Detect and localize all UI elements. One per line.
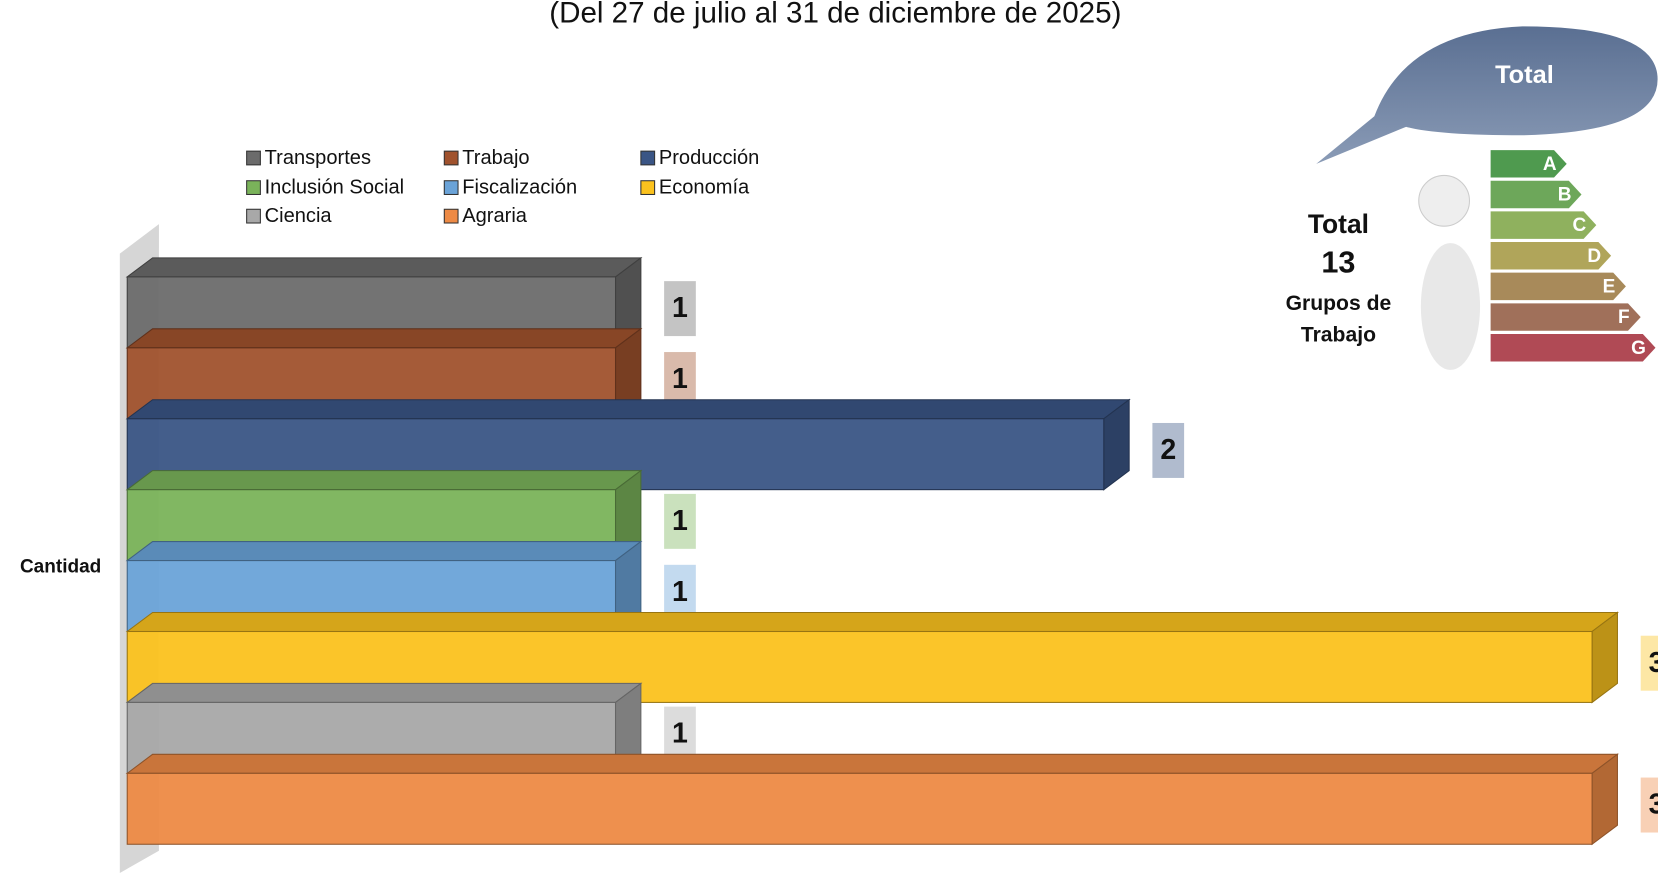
legend-label: Trabajo bbox=[462, 147, 529, 169]
value-label-box bbox=[664, 564, 696, 620]
value-label-box bbox=[1640, 635, 1658, 691]
value-label: 2 bbox=[1160, 434, 1176, 466]
total-label: Total bbox=[1308, 209, 1369, 239]
energy-arrow bbox=[1490, 333, 1656, 362]
energy-letter: G bbox=[1631, 338, 1646, 359]
legend-label: Fiscalización bbox=[462, 176, 577, 198]
legend-label: Transportes bbox=[265, 147, 371, 169]
value-label-box bbox=[664, 706, 696, 762]
total-unit: Trabajo bbox=[1301, 324, 1376, 347]
legend-swatch bbox=[443, 208, 459, 224]
bar-top bbox=[125, 611, 1620, 633]
energy-letter: A bbox=[1543, 154, 1557, 175]
legend-swatch bbox=[246, 150, 261, 166]
bar bbox=[126, 772, 1593, 845]
energy-letter: C bbox=[1573, 215, 1587, 236]
bubble-text: Total bbox=[1495, 61, 1554, 89]
legend-swatch bbox=[640, 150, 656, 166]
energy-arrow bbox=[1490, 180, 1582, 209]
value-label: 1 bbox=[672, 718, 688, 750]
figure bbox=[1420, 243, 1481, 370]
energy-arrow bbox=[1490, 211, 1597, 239]
energy-letter: B bbox=[1558, 185, 1572, 206]
legend-swatch bbox=[640, 180, 656, 195]
legend-label: Economía bbox=[659, 176, 750, 198]
bar-top bbox=[125, 541, 643, 562]
bar-top bbox=[125, 753, 1620, 774]
value-label: 3 bbox=[1649, 789, 1658, 821]
legend-swatch bbox=[246, 180, 261, 195]
energy-letter: F bbox=[1618, 307, 1630, 328]
value-label-box bbox=[664, 352, 696, 408]
bar-top bbox=[125, 257, 643, 278]
energy-letter: E bbox=[1603, 277, 1616, 298]
legend-label: Producción bbox=[659, 147, 759, 169]
speech-bubble bbox=[1316, 26, 1658, 164]
bar-top bbox=[125, 399, 1131, 420]
energy-arrow bbox=[1490, 242, 1612, 270]
energy-arrow bbox=[1490, 303, 1641, 331]
value-label: 1 bbox=[672, 576, 688, 608]
value-label-box bbox=[664, 493, 696, 549]
y-axis-label: Cantidad bbox=[20, 557, 101, 578]
value-label: 3 bbox=[1649, 647, 1658, 679]
chart-subtitle: (Del 27 de julio al 31 de diciembre de 2… bbox=[549, 0, 1121, 30]
legend-swatch bbox=[246, 208, 261, 224]
value-label-box bbox=[664, 281, 696, 337]
total-value: 13 bbox=[1321, 245, 1355, 279]
value-label: 1 bbox=[672, 292, 688, 324]
bar-top bbox=[125, 328, 643, 349]
value-label: 1 bbox=[672, 505, 688, 537]
bar-top bbox=[125, 470, 643, 491]
legend-label: Inclusión Social bbox=[265, 176, 405, 198]
total-unit: Grupos de bbox=[1286, 292, 1392, 315]
legend-label: Ciencia bbox=[265, 205, 333, 227]
legend-swatch bbox=[443, 180, 459, 195]
value-label-box bbox=[1640, 777, 1658, 833]
figure-head bbox=[1418, 174, 1471, 227]
legend-label: Agraria bbox=[462, 205, 528, 227]
energy-arrow bbox=[1490, 272, 1626, 301]
energy-letter: D bbox=[1587, 246, 1601, 267]
legend-swatch bbox=[443, 150, 459, 166]
energy-arrow bbox=[1490, 150, 1567, 178]
bar-top bbox=[125, 682, 643, 703]
value-label: 1 bbox=[672, 363, 688, 395]
value-label-box bbox=[1152, 422, 1185, 478]
